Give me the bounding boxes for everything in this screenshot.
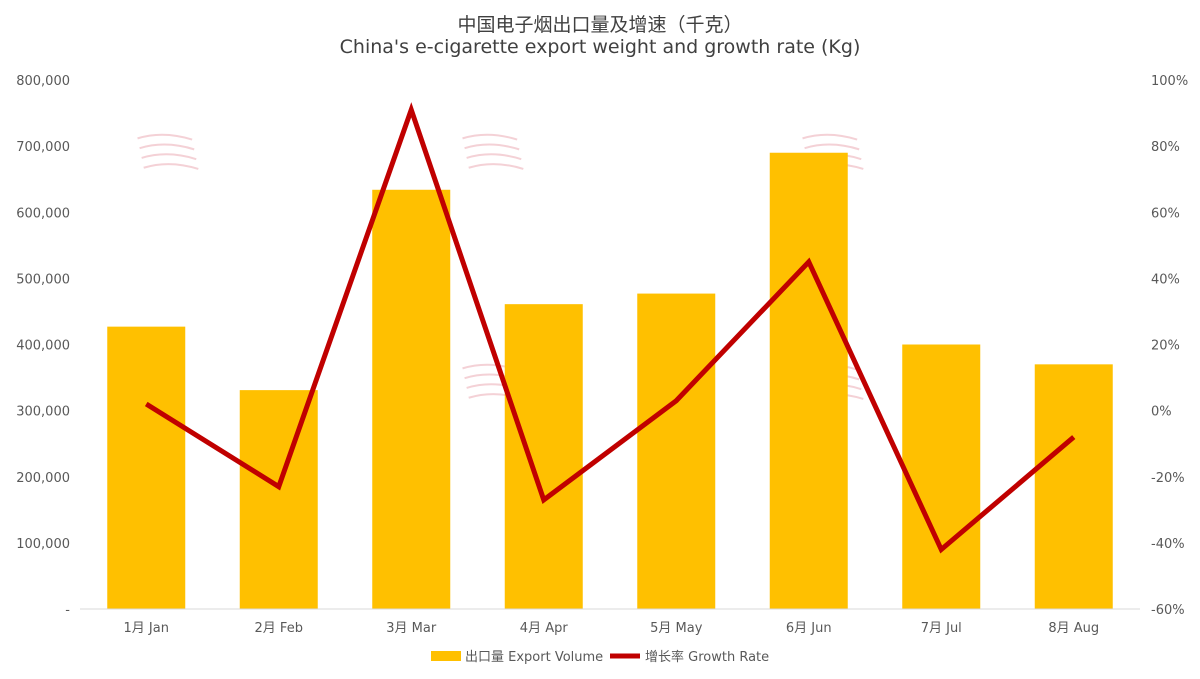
x-tick-label: 4月 Apr (520, 621, 569, 636)
watermark-circuit (802, 133, 858, 141)
y-right-tick-label: 40% (1151, 272, 1180, 287)
bar-export-volume (769, 152, 848, 610)
watermark-circuit (468, 163, 524, 170)
y-left-tick-label: 200,000 (16, 471, 70, 486)
x-tick-label: 3月 Mar (386, 621, 437, 636)
bar-export-volume (902, 344, 981, 609)
y-right-tick-label: 80% (1151, 140, 1180, 155)
watermark (462, 133, 524, 170)
y-right-tick-label: -60% (1151, 603, 1185, 618)
watermark-circuit (462, 133, 518, 141)
y-left-tick-label: 500,000 (16, 272, 70, 287)
x-tick-label: 1月 Jan (124, 621, 169, 636)
y-left-tick-label: 100,000 (16, 537, 70, 552)
bar-export-volume (239, 390, 318, 609)
watermark-circuit (137, 133, 193, 141)
bar-export-volume (637, 293, 716, 609)
watermark-circuit (139, 143, 195, 151)
bar-export-volume (107, 326, 186, 609)
x-tick-label: 6月 Jun (786, 621, 832, 636)
y-left-tick-label: 600,000 (16, 206, 70, 221)
bar-export-volume (1034, 364, 1113, 609)
bar-export-volume (504, 304, 583, 609)
chart-title-zh: 中国电子烟出口量及增速（千克） (457, 14, 743, 36)
legend-swatch-export-volume (431, 651, 461, 661)
y-left-tick-label: 300,000 (16, 405, 70, 420)
watermark-circuit (143, 163, 199, 170)
y-right-tick-label: 0% (1151, 405, 1172, 420)
legend-label-growth-rate: 增长率 Growth Rate (645, 649, 769, 665)
y-left-tick-label: - (65, 603, 70, 618)
watermark-circuit (466, 153, 522, 161)
y-right-tick-label: 20% (1151, 339, 1180, 354)
y-left-tick-label: 800,000 (16, 74, 70, 89)
watermark-circuit (141, 153, 197, 161)
y-right-tick-label: -40% (1151, 537, 1185, 552)
y-right-tick-label: 60% (1151, 206, 1180, 221)
watermark (137, 133, 199, 170)
y-right-tick-label: -20% (1151, 471, 1185, 486)
watermark-circuit (804, 143, 860, 151)
y-left-tick-label: 700,000 (16, 140, 70, 155)
y-left-tick-label: 400,000 (16, 339, 70, 354)
x-tick-label: 7月 Jul (921, 621, 962, 636)
chart-title-en: China's e-cigarette export weight and gr… (339, 36, 861, 58)
legend-label-export-volume: 出口量 Export Volume (465, 650, 603, 665)
bar-export-volume (372, 189, 451, 609)
x-tick-label: 2月 Feb (255, 621, 303, 636)
x-tick-label: 8月 Aug (1048, 621, 1099, 636)
y-right-tick-label: 100% (1151, 74, 1188, 89)
watermark-circuit (464, 143, 520, 151)
x-tick-label: 5月 May (650, 621, 703, 636)
growth-rate-line (144, 102, 1076, 554)
